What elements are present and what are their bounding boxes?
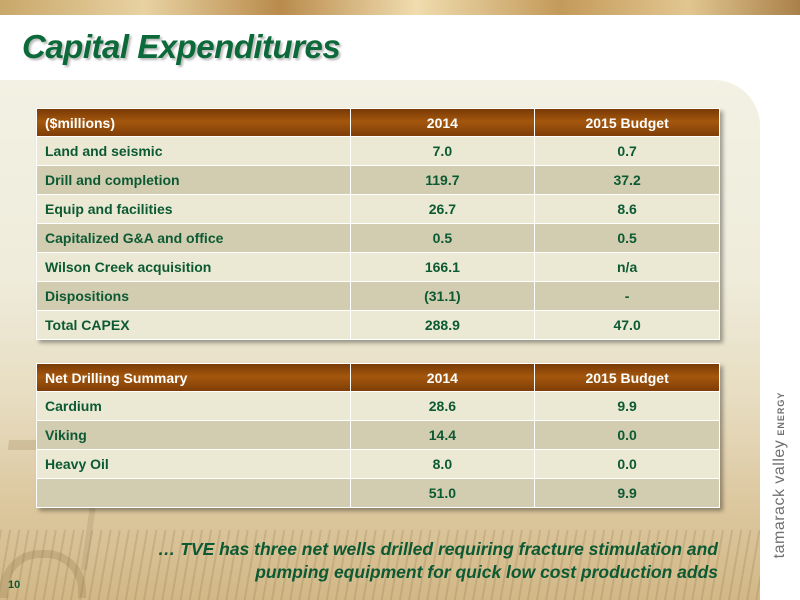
table-row: Cardium 28.6 9.9 [36, 391, 720, 421]
column-header-2015-budget: 2015 Budget [534, 108, 720, 137]
footnote: … TVE has three net wells drilled requir… [158, 538, 718, 584]
table-header-row: ($millions) 2014 2015 Budget [36, 108, 720, 137]
footnote-line-1: … TVE has three net wells drilled requir… [157, 539, 718, 559]
value-2015-budget: n/a [534, 252, 720, 282]
row-label: Drill and completion [36, 165, 351, 195]
row-label: Equip and facilities [36, 194, 351, 224]
logo-name: tamarack valley [771, 439, 788, 559]
table-row: Capitalized G&A and office 0.5 0.5 [36, 223, 720, 253]
logo-suffix: ENERGY [776, 391, 786, 436]
row-label: Land and seismic [36, 136, 351, 166]
row-label: Capitalized G&A and office [36, 223, 351, 253]
row-label: Cardium [36, 391, 351, 421]
table-row: Drill and completion 119.7 37.2 [36, 165, 720, 195]
row-label [36, 478, 351, 508]
value-2015-budget: 37.2 [534, 165, 720, 195]
column-header-label: ($millions) [36, 108, 351, 137]
value-2014: 7.0 [349, 136, 536, 166]
footnote-line-2: pumping equipment for quick low cost pro… [255, 562, 718, 582]
column-header-2014: 2014 [349, 108, 536, 137]
table-row: Dispositions (31.1) - [36, 281, 720, 311]
company-logo: tamarack valley ENERGY [771, 392, 789, 559]
value-2014: 166.1 [349, 252, 536, 282]
value-2014: 26.7 [349, 194, 536, 224]
column-header-2015-budget: 2015 Budget [534, 363, 720, 392]
value-2014: 8.0 [349, 449, 536, 479]
brand-panel [760, 80, 800, 600]
row-label: Heavy Oil [36, 449, 351, 479]
value-2015-budget: 0.7 [534, 136, 720, 166]
table-row: Land and seismic 7.0 0.7 [36, 136, 720, 166]
table-row: Equip and facilities 26.7 8.6 [36, 194, 720, 224]
table-row: Viking 14.4 0.0 [36, 420, 720, 450]
value-2015-budget: 9.9 [534, 478, 720, 508]
table-header-row: Net Drilling Summary 2014 2015 Budget [36, 363, 720, 392]
value-2015-budget: 0.5 [534, 223, 720, 253]
table-row-total: 51.0 9.9 [36, 478, 720, 508]
oil-field-background-image [0, 80, 760, 600]
row-label: Viking [36, 420, 351, 450]
capex-table: ($millions) 2014 2015 Budget Land and se… [36, 108, 720, 340]
pumpjack-head-silhouette [0, 550, 86, 598]
value-2014: 14.4 [349, 420, 536, 450]
top-decorative-band [0, 0, 800, 15]
value-2015-budget: 0.0 [534, 420, 720, 450]
value-2015-budget: 0.0 [534, 449, 720, 479]
value-2014: 51.0 [349, 478, 536, 508]
value-2014: 0.5 [349, 223, 536, 253]
value-2014: 288.9 [349, 310, 536, 340]
column-header-2014: 2014 [349, 363, 536, 392]
table-row-total: Total CAPEX 288.9 47.0 [36, 310, 720, 340]
row-label: Dispositions [36, 281, 351, 311]
row-label: Total CAPEX [36, 310, 351, 340]
value-2015-budget: - [534, 281, 720, 311]
drilling-summary-table: Net Drilling Summary 2014 2015 Budget Ca… [36, 363, 720, 508]
value-2014: (31.1) [349, 281, 536, 311]
column-header-label: Net Drilling Summary [36, 363, 351, 392]
page-number: 10 [8, 579, 21, 591]
table-row: Wilson Creek acquisition 166.1 n/a [36, 252, 720, 282]
slide-title: Capital Expenditures [22, 28, 341, 65]
row-label: Wilson Creek acquisition [36, 252, 351, 282]
grass-texture [0, 530, 760, 600]
table-row: Heavy Oil 8.0 0.0 [36, 449, 720, 479]
value-2015-budget: 8.6 [534, 194, 720, 224]
value-2015-budget: 9.9 [534, 391, 720, 421]
value-2014: 119.7 [349, 165, 536, 195]
value-2015-budget: 47.0 [534, 310, 720, 340]
value-2014: 28.6 [349, 391, 536, 421]
